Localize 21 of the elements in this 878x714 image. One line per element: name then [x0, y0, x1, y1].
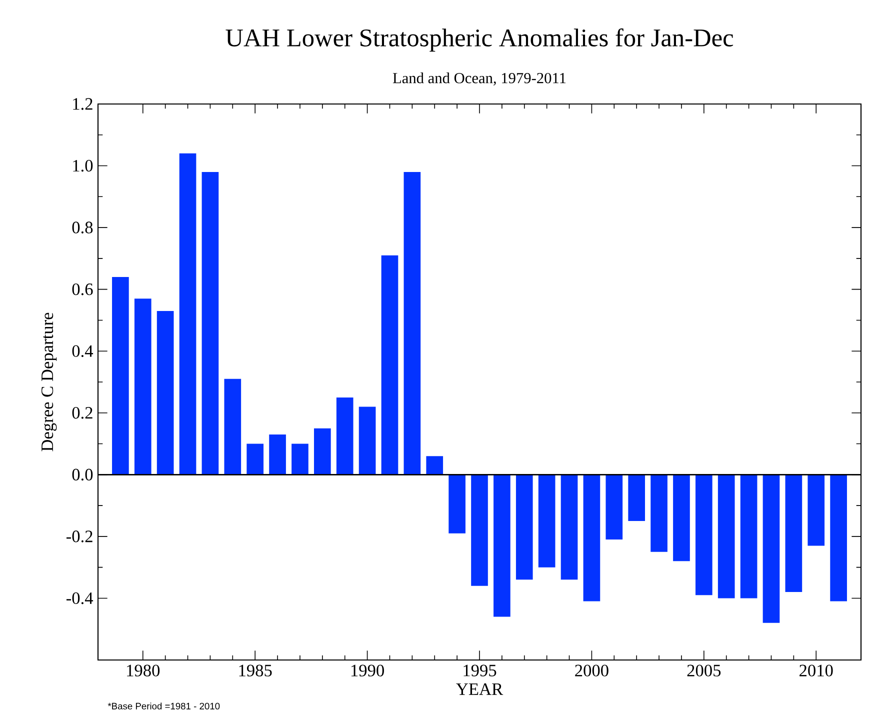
y-tick-label: -0.4 — [66, 592, 94, 604]
x-tick-label: 1985 — [239, 664, 272, 676]
x-tick-label: 1980 — [127, 664, 160, 676]
y-tick-label: -0.2 — [66, 530, 92, 542]
x-tick-label: 2010 — [800, 664, 833, 676]
y-tick-label: 0.0 — [72, 468, 93, 481]
x-tick-label: 2000 — [575, 664, 608, 676]
x-tick-label: 1995 — [464, 664, 496, 676]
y-tick-label: 0.6 — [72, 283, 93, 296]
y-tick-label: 1.2 — [73, 98, 92, 110]
y-tick-label: 0.4 — [72, 345, 94, 357]
y-tick-label: 0.2 — [72, 407, 92, 419]
y-axis-title: Degree C Departure — [41, 312, 57, 452]
chart-title: UAH Lower Stratospheric Anomalies for Jan-Dec — [226, 28, 734, 52]
y-tick-label: 0.8 — [72, 222, 93, 234]
chart-subtitle: Land and Ocean, 1979-2011 — [392, 72, 566, 86]
x-tick-label: 2005 — [687, 664, 721, 676]
y-tick-label: 1.0 — [73, 160, 93, 172]
x-axis-title: YEAR — [456, 683, 504, 695]
x-tick-label: 1990 — [351, 664, 384, 676]
text: *Base Period =1981 - 2010 — [108, 702, 220, 710]
